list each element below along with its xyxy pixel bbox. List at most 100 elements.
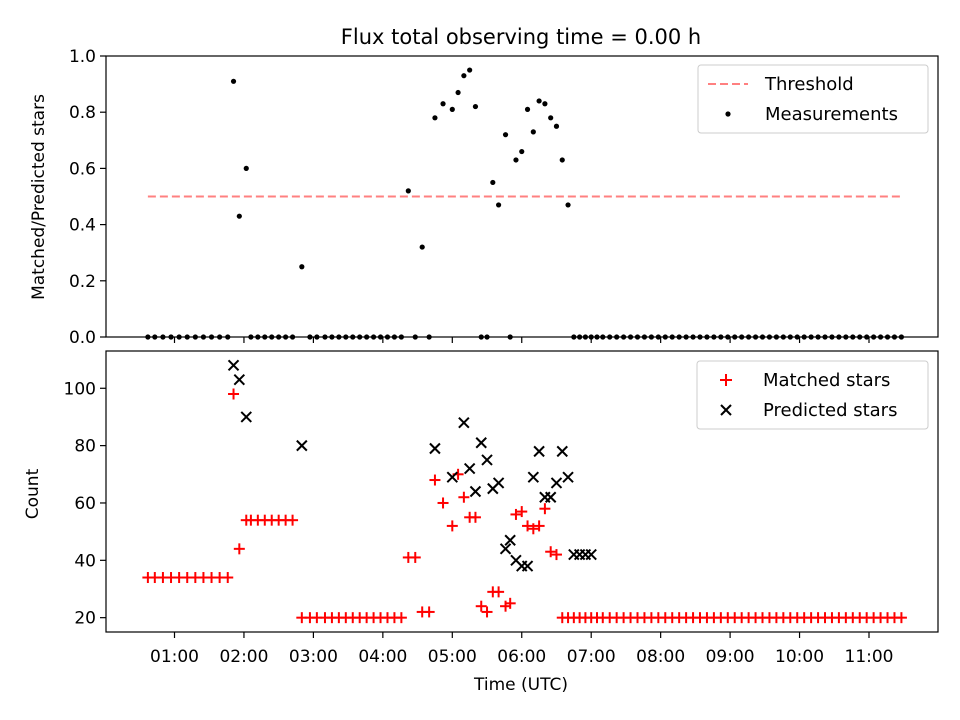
top-y-tick-label: 0.6: [69, 159, 96, 179]
measurement-point: [461, 73, 467, 79]
matched-star-point: [481, 606, 493, 618]
predicted-star-point: [499, 543, 512, 555]
predicted-star-point: [527, 471, 540, 483]
predicted-star-point: [562, 471, 574, 483]
bottom-y-axis-label: Count: [23, 468, 43, 519]
bottom-y-tick-label: 40: [74, 551, 96, 571]
predicted-star-point: [227, 359, 240, 372]
legend-measurements-label: Measurements: [765, 104, 898, 125]
matched-star-point: [469, 511, 481, 523]
top-chart-title: Flux total observing time = 0.00 h: [341, 25, 701, 49]
matched-star-point: [510, 508, 522, 520]
matched-star-point: [429, 474, 441, 486]
measurement-point: [548, 115, 554, 121]
matched-star-point: [475, 600, 487, 612]
matched-star-point: [222, 572, 234, 584]
matched-star-point: [287, 514, 299, 526]
measurement-point: [553, 123, 560, 129]
matched-star-point: [895, 612, 907, 624]
predicted-star-point: [585, 548, 597, 561]
bottom-x-tick-label: 01:00: [150, 647, 199, 667]
measurement-point: [496, 202, 502, 208]
matched-star-point: [493, 586, 505, 598]
matched-star-point: [437, 497, 449, 509]
top-y-tick-label: 1.0: [69, 47, 96, 67]
predicted-star-point: [544, 491, 557, 503]
measurement-point: [536, 98, 542, 104]
measurement-point: [472, 103, 479, 110]
top-y-tick-label: 0.2: [69, 272, 96, 292]
bottom-x-tick-label: 08:00: [636, 647, 685, 667]
measurement-point: [440, 101, 446, 107]
matched-star-point: [522, 520, 534, 532]
predicted-star-point: [296, 439, 308, 452]
matched-star-point: [409, 551, 421, 563]
measurement-point: [243, 165, 249, 171]
predicted-star-point: [429, 442, 441, 455]
top-panel: Flux total observing time = 0.00 h Match…: [29, 25, 939, 348]
legend-matched-swatch: [720, 374, 732, 386]
bottom-x-tick-label: 10:00: [775, 647, 824, 667]
legend-threshold-label: Threshold: [764, 74, 854, 95]
measurement-point: [236, 213, 242, 219]
predicted-star-point: [550, 477, 563, 489]
measurement-point: [467, 67, 473, 73]
measurement-point: [299, 264, 305, 270]
predicted-star-point: [463, 462, 476, 475]
bottom-panel: Count Time (UTC) 20 40 60 80 100 01:00 02:00 0…: [23, 350, 939, 695]
top-y-tick-label: 0.4: [69, 216, 96, 236]
top-legend: Threshold Measurements: [697, 64, 929, 134]
predicted-star-point: [504, 534, 516, 546]
bottom-x-tick-label: 06:00: [497, 647, 546, 667]
measurement-point: [419, 244, 425, 250]
predicted-star-point: [533, 445, 545, 458]
measurement-point: [449, 106, 455, 112]
measurement-point: [455, 89, 461, 96]
bottom-x-tick-label: 11:00: [845, 647, 894, 667]
matched-star-point: [233, 543, 245, 555]
matched-star-point: [527, 523, 539, 535]
predicted-star-point: [475, 437, 487, 449]
legend-predicted-label: Predicted stars: [763, 400, 897, 421]
matched-star-point: [395, 612, 407, 624]
bottom-y-tick-label: 80: [74, 437, 96, 457]
measurement-point: [230, 78, 237, 84]
predicted-star-point: [521, 560, 534, 572]
predicted-star-point: [446, 471, 459, 483]
matched-star-point: [504, 597, 516, 609]
measurement-point: [542, 101, 548, 107]
predicted-star-point: [458, 416, 470, 429]
matched-star-point: [423, 606, 435, 618]
matched-star-point: [516, 506, 528, 518]
bottom-x-tick-label: 07:00: [567, 647, 616, 667]
bottom-x-tick-label: 02:00: [219, 647, 268, 667]
bottom-legend: Matched stars Predicted stars: [696, 360, 929, 430]
measurement-point: [405, 188, 411, 194]
bottom-y-tick-label: 100: [64, 379, 96, 399]
measurement-point: [513, 157, 519, 163]
matched-star-point: [533, 520, 545, 532]
top-y-tick-label: 0.0: [69, 328, 96, 348]
matched-star-point: [228, 388, 240, 400]
measurement-point: [524, 106, 531, 112]
predicted-star-point: [492, 477, 505, 489]
legend-matched-label: Matched stars: [763, 370, 890, 391]
measurement-point: [519, 148, 525, 155]
measurement-point: [432, 115, 438, 121]
matched-star-point: [458, 491, 470, 503]
bottom-x-tick-label: 03:00: [289, 647, 338, 667]
matched-star-point: [550, 549, 562, 561]
measurement-point: [530, 129, 536, 135]
matched-star-point: [446, 520, 458, 532]
bottom-x-tick-label: 04:00: [358, 647, 407, 667]
predicted-star-point: [240, 411, 252, 423]
measurement-point: [565, 202, 571, 208]
bottom-y-tick-label: 60: [74, 494, 96, 514]
top-y-axis-label: Matched/Predicted stars: [29, 94, 49, 300]
legend-predicted-swatch: [720, 404, 732, 416]
bottom-x-tick-label: 09:00: [706, 647, 755, 667]
matched-star-point: [539, 503, 551, 515]
predicted-star-point: [233, 373, 246, 386]
